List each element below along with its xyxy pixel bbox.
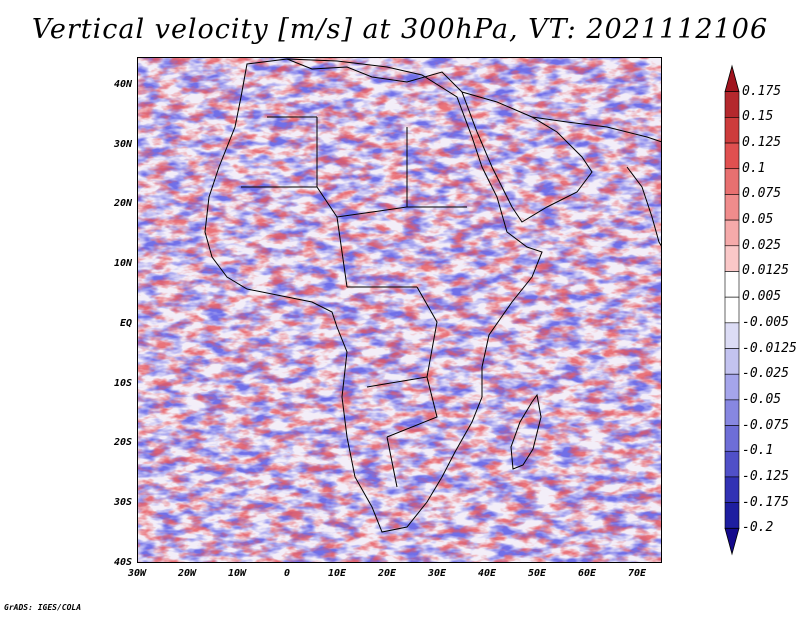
colorbar-top-arrow [724, 64, 740, 93]
colorbar-segment [724, 168, 740, 195]
africa-coastline [204, 58, 543, 533]
map-frame [137, 57, 662, 563]
lon-label-20w: 20W [177, 568, 197, 579]
colorbar-segment [724, 450, 740, 478]
lon-label-50e: 50E [527, 568, 547, 579]
lat-label-10s: 10S [113, 378, 132, 389]
colorbar-segment [724, 502, 740, 529]
colorbar-level-label: 0.005 [742, 289, 782, 305]
colorbar-segment [724, 425, 740, 452]
colorbar-level-label: -0.125 [742, 468, 789, 484]
colorbar-level-label: 0.025 [742, 237, 782, 253]
colorbar-level-label: -0.005 [742, 314, 789, 330]
lat-label-eq: EQ [119, 318, 132, 329]
velocity-field-map [137, 57, 662, 563]
colorbar-level-label: -0.0125 [742, 340, 797, 356]
colorbar-level-label: 0.15 [742, 109, 774, 125]
colorbar-level-label: 0.0125 [742, 263, 789, 279]
colorbar-level-label: 0.1 [742, 160, 766, 176]
coastlines-and-borders [204, 58, 662, 533]
colorbar-level-label: -0.1 [742, 443, 774, 459]
upward-motion-texture [137, 57, 662, 563]
lon-label-0: 0 [283, 568, 291, 579]
colorbar-level-label: -0.025 [742, 366, 789, 382]
colorbar-segment [724, 271, 740, 298]
lon-label-60e: 60E [577, 568, 597, 579]
iran-coast [531, 116, 662, 143]
lon-label-40e: 40E [477, 568, 497, 579]
lon-label-20e: 20E [377, 568, 397, 579]
colorbar [724, 64, 740, 556]
colorbar-level-label: 0.125 [742, 135, 782, 151]
colorbar-segment [724, 117, 740, 144]
lat-label-30n: 30N [113, 139, 132, 150]
colorbar-segment [724, 91, 740, 118]
colorbar-level-label: 0.175 [742, 83, 782, 99]
colorbar-level-label: 0.05 [742, 212, 774, 228]
colorbar-segment [724, 194, 740, 221]
colorbar-level-label: -0.2 [742, 520, 774, 536]
colorbar-segment [724, 142, 740, 170]
colorbar-segment [724, 373, 740, 401]
map-panel [137, 57, 662, 563]
colorbar-level-label: 0.075 [742, 186, 782, 202]
mediterranean-coast [286, 58, 463, 93]
lat-label-40n: 40N [113, 79, 132, 90]
colorbar-level-label: -0.075 [742, 417, 789, 433]
lat-label-20s: 20S [113, 437, 132, 448]
colorbar-level-label: -0.05 [742, 391, 782, 407]
internal-borders [241, 116, 467, 488]
lon-label-30w: 30W [127, 568, 147, 579]
india-coast [626, 166, 662, 248]
lat-label-10n: 10N [113, 258, 132, 269]
lon-label-10e: 10E [327, 568, 347, 579]
colorbar-segment [724, 322, 740, 349]
madagascar-coastline [510, 393, 542, 470]
colorbar-segment [724, 476, 740, 503]
lat-label-20n: 20N [113, 198, 132, 209]
colorbar-bottom-arrow [724, 527, 740, 556]
colorbar-segment [724, 245, 740, 272]
footer-credit: GrADS: IGES/COLA [4, 603, 82, 612]
lon-label-10w: 10W [227, 568, 247, 579]
colorbar-segment [724, 399, 740, 426]
lat-label-30s: 30S [113, 497, 132, 508]
colorbar-level-label: -0.175 [742, 494, 789, 510]
lon-label-30e: 30E [427, 568, 447, 579]
lon-label-70e: 70E [627, 568, 647, 579]
plot-title: Vertical velocity [m/s] at 300hPa, VT: 2… [31, 14, 769, 45]
lat-label-40s: 40S [113, 557, 132, 568]
colorbar-segment [724, 296, 740, 324]
colorbar-segment [724, 348, 740, 375]
colorbar-segment [724, 219, 740, 247]
